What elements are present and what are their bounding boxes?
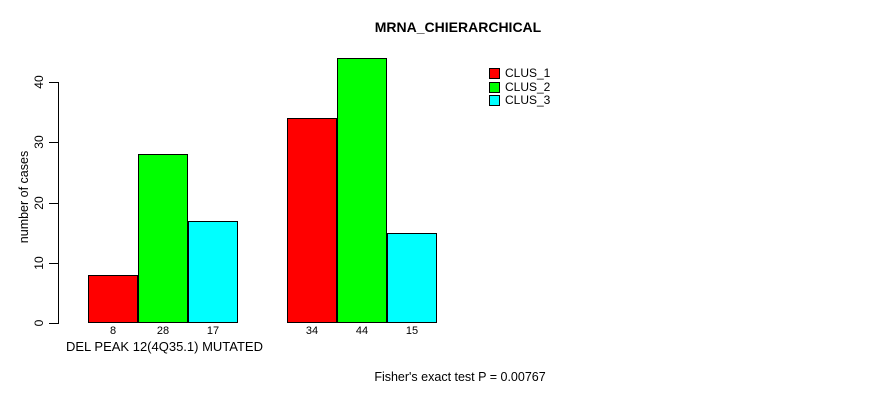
y-tick-line-20 [49,203,58,204]
legend-swatch-clus_3 [489,94,500,106]
legend-swatch-clus_1 [489,67,500,79]
bar-clus_1-group2 [287,118,337,323]
bar-clus_3-group1 [188,221,238,323]
bar-value-label-clus_1-group1: 8 [109,325,117,337]
bar-clus_2-group1 [138,154,188,323]
y-tick-line-0 [49,323,58,324]
bar-clus_3-group2 [387,233,437,323]
chart-title: MRNA_CHIERARCHICAL [374,19,542,35]
bar-value-label-clus_3-group2: 15 [405,325,419,337]
y-tick-label-40: 40 [32,75,46,89]
bar-clus_2-group2 [337,58,387,323]
bar-value-label-clus_2-group1: 28 [156,325,170,337]
y-axis-line [58,82,59,324]
legend-row-clus_3: CLUS_3 [489,94,550,106]
y-tick-label-30: 30 [32,135,46,149]
y-axis-label: number of cases [17,150,31,244]
legend-swatch-clus_2 [489,81,500,93]
legend-label-clus_1: CLUS_1 [505,66,551,80]
bar-value-label-clus_1-group2: 34 [305,325,319,337]
y-tick-label-20: 20 [32,196,46,210]
y-tick-line-10 [49,263,58,264]
legend-label-clus_2: CLUS_2 [505,80,551,94]
fisher-test-annotation: Fisher's exact test P = 0.00767 [374,370,546,384]
y-tick-line-30 [49,142,58,143]
y-tick-label-0: 0 [32,319,46,327]
bar-value-label-clus_3-group1: 17 [206,325,220,337]
legend-row-clus_1: CLUS_1 [489,67,550,79]
x-axis-label: DEL PEAK 12(4Q35.1) MUTATED [66,339,263,354]
y-tick-label-10: 10 [32,256,46,270]
bar-value-label-clus_2-group2: 44 [355,325,369,337]
bar-clus_1-group1 [88,275,138,323]
y-tick-line-40 [49,82,58,83]
legend-row-clus_2: CLUS_2 [489,81,550,93]
legend-label-clus_3: CLUS_3 [505,93,551,107]
